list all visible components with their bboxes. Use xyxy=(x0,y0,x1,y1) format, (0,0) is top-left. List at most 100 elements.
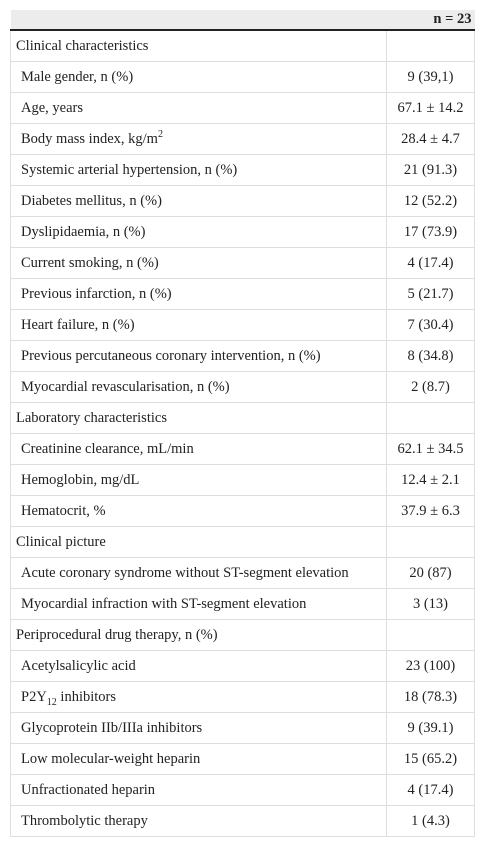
row-label: Systemic arterial hypertension, n (%) xyxy=(10,154,387,186)
table-row: Glycoprotein IIb/IIIa inhibitors 9 (39.1) xyxy=(10,712,475,744)
table-body: Clinical characteristics Male gender, n (… xyxy=(10,30,475,837)
row-label: P2Y12 inhibitors xyxy=(10,681,387,713)
row-value: 15 (65.2) xyxy=(386,743,475,775)
row-label-text: Previous infarction, n (%) xyxy=(21,285,172,302)
table-header-row: n = 23 xyxy=(10,10,475,31)
section-value-cell xyxy=(386,619,475,651)
row-label: Hematocrit, % xyxy=(10,495,387,527)
table-row: Myocardial infraction with ST-segment el… xyxy=(10,588,475,620)
table-row: Myocardial revascularisation, n (%) 2 (8.… xyxy=(10,371,475,403)
row-value: 4 (17.4) xyxy=(386,774,475,806)
row-label: Myocardial infraction with ST-segment el… xyxy=(10,588,387,620)
row-value: 18 (78.3) xyxy=(386,681,475,713)
row-label: Previous infarction, n (%) xyxy=(10,278,387,310)
section-header-row: Clinical picture xyxy=(10,526,475,558)
section-label: Clinical picture xyxy=(10,526,387,558)
section-label: Periprocedural drug therapy, n (%) xyxy=(10,619,387,651)
row-label: Body mass index, kg/m2 xyxy=(10,123,387,155)
section-label: Clinical characteristics xyxy=(10,30,387,62)
row-value: 28.4 ± 4.7 xyxy=(386,123,475,155)
row-label-text: Hemoglobin, mg/dL xyxy=(21,471,140,488)
row-value: 21 (91.3) xyxy=(386,154,475,186)
row-value: 4 (17.4) xyxy=(386,247,475,279)
row-label-text: Unfractionated heparin xyxy=(21,781,156,798)
table-row: Systemic arterial hypertension, n (%) 21 … xyxy=(10,154,475,186)
row-label-text: P2Y xyxy=(21,688,47,705)
row-label-text: Acute coronary syndrome without ST-segme… xyxy=(21,564,349,581)
row-label: Creatinine clearance, mL/min xyxy=(10,433,387,465)
row-label: Previous percutaneous coronary intervent… xyxy=(10,340,387,372)
row-label-text: Thrombolytic therapy xyxy=(21,812,148,829)
superscript-text: 2 xyxy=(157,128,163,140)
table-row: Dyslipidaemia, n (%) 17 (73.9) xyxy=(10,216,475,248)
section-value-cell xyxy=(386,30,475,62)
table-row: Age, years 67.1 ± 14.2 xyxy=(10,92,475,124)
row-label: Low molecular-weight heparin xyxy=(10,743,387,775)
row-label-text: Age, years xyxy=(21,99,84,116)
row-label-text: Acetylsalicylic acid xyxy=(21,657,136,674)
table-row: P2Y12 inhibitors 18 (78.3) xyxy=(10,681,475,713)
row-label: Male gender, n (%) xyxy=(10,61,387,93)
table-row: Creatinine clearance, mL/min 62.1 ± 34.5 xyxy=(10,433,475,465)
row-label-text: Myocardial revascularisation, n (%) xyxy=(21,378,230,395)
row-label-text: Current smoking, n (%) xyxy=(21,254,159,271)
table-row: Acetylsalicylic acid 23 (100) xyxy=(10,650,475,682)
row-value: 9 (39,1) xyxy=(386,61,475,93)
row-label: Unfractionated heparin xyxy=(10,774,387,806)
table-row: Acute coronary syndrome without ST-segme… xyxy=(10,557,475,589)
row-value: 62.1 ± 34.5 xyxy=(386,433,475,465)
table-row: Current smoking, n (%) 4 (17.4) xyxy=(10,247,475,279)
row-label-text: Creatinine clearance, mL/min xyxy=(21,440,194,457)
patient-characteristics-table: n = 23 Clinical characteristics Male gend… xyxy=(10,10,475,837)
section-value-cell xyxy=(386,402,475,434)
table-row: Previous percutaneous coronary intervent… xyxy=(10,340,475,372)
row-value: 23 (100) xyxy=(386,650,475,682)
row-value: 12.4 ± 2.1 xyxy=(386,464,475,496)
row-value: 7 (30.4) xyxy=(386,309,475,341)
section-value-cell xyxy=(386,526,475,558)
row-value: 20 (87) xyxy=(386,557,475,589)
table-row: Diabetes mellitus, n (%) 12 (52.2) xyxy=(10,185,475,217)
row-label-text: Laboratory characteristics xyxy=(16,409,167,426)
row-label: Acetylsalicylic acid xyxy=(10,650,387,682)
row-label: Current smoking, n (%) xyxy=(10,247,387,279)
row-value: 67.1 ± 14.2 xyxy=(386,92,475,124)
table-row: Thrombolytic therapy 1 (4.3) xyxy=(10,805,475,837)
section-header-row: Laboratory characteristics xyxy=(10,402,475,434)
table-row: Previous infarction, n (%) 5 (21.7) xyxy=(10,278,475,310)
header-n-cell: n = 23 xyxy=(386,10,475,31)
row-label-text: Periprocedural drug therapy, n (%) xyxy=(16,626,218,643)
section-header-row: Periprocedural drug therapy, n (%) xyxy=(10,619,475,651)
row-value: 2 (8.7) xyxy=(386,371,475,403)
row-label-suffix: inhibitors xyxy=(56,688,117,705)
table-row: Unfractionated heparin 4 (17.4) xyxy=(10,774,475,806)
section-label: Laboratory characteristics xyxy=(10,402,387,434)
row-label-text: Myocardial infraction with ST-segment el… xyxy=(21,595,307,612)
row-value: 8 (34.8) xyxy=(386,340,475,372)
row-value: 17 (73.9) xyxy=(386,216,475,248)
row-value: 1 (4.3) xyxy=(386,805,475,837)
row-label-text: Hematocrit, % xyxy=(21,502,106,519)
row-value: 9 (39.1) xyxy=(386,712,475,744)
row-label-text: Heart failure, n (%) xyxy=(21,316,135,333)
row-label-text: Diabetes mellitus, n (%) xyxy=(21,192,162,209)
table-row: Low molecular-weight heparin 15 (65.2) xyxy=(10,743,475,775)
row-label-text: Clinical characteristics xyxy=(16,37,149,54)
row-label: Myocardial revascularisation, n (%) xyxy=(10,371,387,403)
row-label-text: Male gender, n (%) xyxy=(21,68,134,85)
row-label: Hemoglobin, mg/dL xyxy=(10,464,387,496)
row-label-text: Body mass index, kg/m xyxy=(21,130,158,147)
row-label-text: Low molecular-weight heparin xyxy=(21,750,201,767)
row-value: 3 (13) xyxy=(386,588,475,620)
table-row: Hematocrit, % 37.9 ± 6.3 xyxy=(10,495,475,527)
row-label: Glycoprotein IIb/IIIa inhibitors xyxy=(10,712,387,744)
row-label-text: Clinical picture xyxy=(16,533,106,550)
table-row: Male gender, n (%) 9 (39,1) xyxy=(10,61,475,93)
header-label-cell xyxy=(10,10,387,31)
row-label: Age, years xyxy=(10,92,387,124)
table-row: Hemoglobin, mg/dL 12.4 ± 2.1 xyxy=(10,464,475,496)
row-label-text: Glycoprotein IIb/IIIa inhibitors xyxy=(21,719,203,736)
row-value: 12 (52.2) xyxy=(386,185,475,217)
row-label: Thrombolytic therapy xyxy=(10,805,387,837)
row-label: Heart failure, n (%) xyxy=(10,309,387,341)
